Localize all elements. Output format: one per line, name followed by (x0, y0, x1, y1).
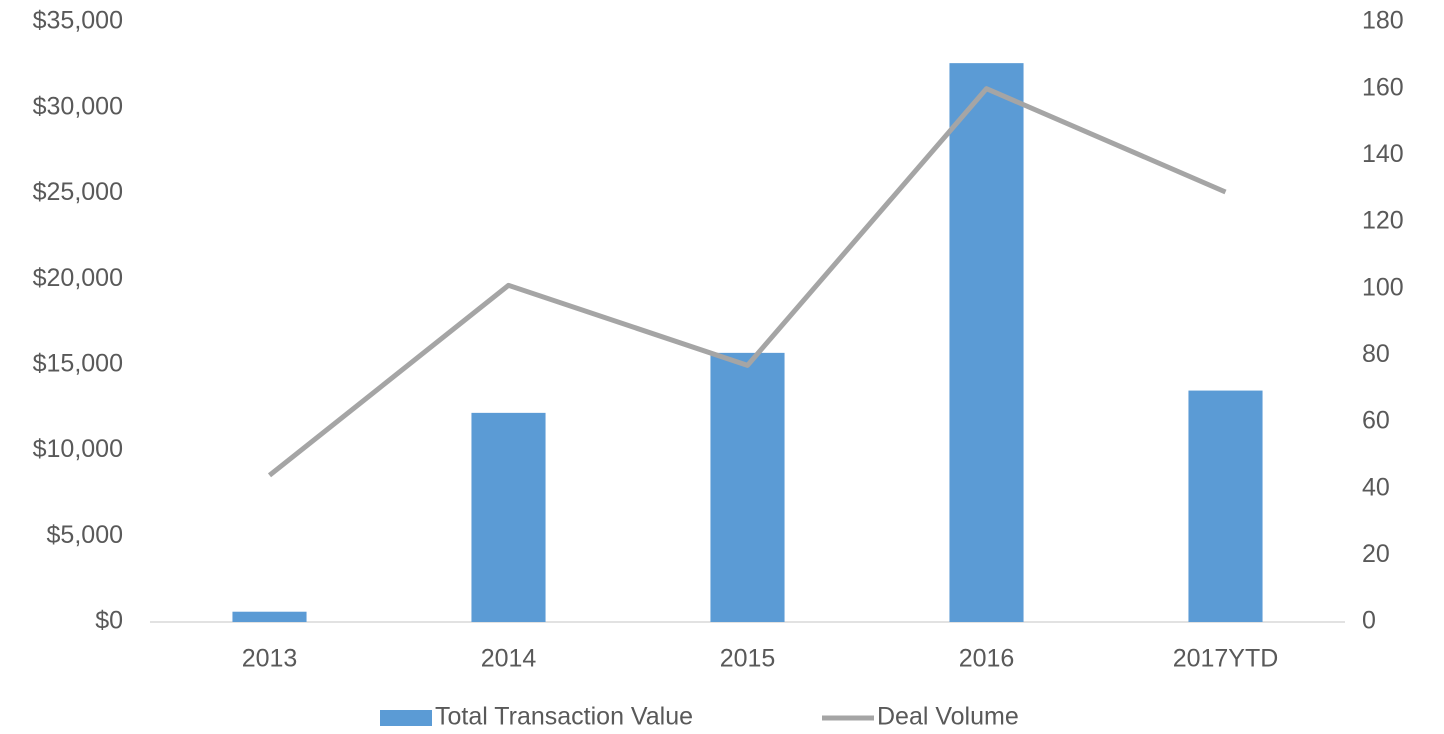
bar (471, 412, 546, 622)
bar (232, 611, 307, 622)
y2-tick-label: 140 (1362, 140, 1404, 168)
bar (949, 63, 1024, 622)
y-tick-label: $0 (95, 607, 123, 635)
y-tick-label: $5,000 (47, 521, 123, 549)
y2-tick-label: 160 (1362, 73, 1404, 101)
y2-tick-label: 60 (1362, 407, 1390, 435)
x-tick-label: 2017YTD (1173, 645, 1279, 673)
x-tick-label: 2016 (959, 645, 1015, 673)
y-tick-label: $35,000 (33, 7, 123, 35)
y2-tick-label: 0 (1362, 607, 1376, 635)
x-tick-label: 2014 (481, 645, 537, 673)
y-tick-label: $20,000 (33, 264, 123, 292)
y2-tick-label: 120 (1362, 207, 1404, 235)
line (267, 86, 1227, 478)
y2-tick-label: 80 (1362, 340, 1390, 368)
x-tick-label: 2013 (242, 645, 298, 673)
x-tick-label: 2015 (720, 645, 776, 673)
y2-tick-label: 100 (1362, 273, 1404, 301)
y2-tick-label: 40 (1362, 473, 1390, 501)
y-tick-label: $30,000 (33, 92, 123, 120)
y-tick-label: $15,000 (33, 349, 123, 377)
legend-label: Total Transaction Value (435, 703, 693, 731)
bar (1188, 390, 1263, 622)
legend-swatch (380, 710, 432, 726)
y-tick-label: $25,000 (33, 178, 123, 206)
legend-label: Deal Volume (877, 703, 1019, 731)
bar (710, 352, 785, 622)
y2-tick-label: 20 (1362, 540, 1390, 568)
y-tick-label: $10,000 (33, 435, 123, 463)
y2-tick-label: 180 (1362, 7, 1404, 35)
